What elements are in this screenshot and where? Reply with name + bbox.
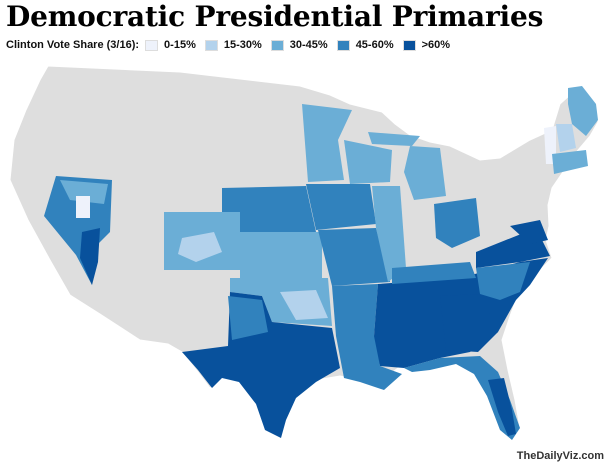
region-michigan [404,146,446,200]
region-oklahoma-light [280,290,328,320]
region-ohio [434,198,480,248]
legend-item-0-15: 0-15% [145,39,196,51]
region-nebraska [222,186,316,232]
region-texas-mid [228,296,268,340]
legend-swatch-45-60 [336,39,350,51]
region-nevada-north [60,180,108,204]
legend-item-45-60: 45-60% [336,39,394,51]
legend-label-0-15: 0-15% [164,39,196,51]
region-illinois [372,186,406,282]
credit-text: TheDailyViz.com [516,450,604,462]
region-nevada-south [80,228,100,285]
us-county-map [9,65,599,441]
region-florida [404,356,520,440]
region-wisconsin [344,140,392,184]
region-carolinas [476,262,530,300]
legend-label-over-60: >60% [421,39,451,51]
region-missouri [318,228,390,286]
region-tennessee [392,262,476,284]
legend-swatch-15-30 [204,39,218,51]
legend-item-over-60: >60% [402,39,451,51]
region-maine [568,86,598,136]
legend-swatch-30-45 [270,39,284,51]
region-florida-south [488,378,516,436]
legend: Clinton Vote Share (3/16): 0-15% 15-30% … [6,38,459,52]
region-arkansas [332,284,378,336]
legend-item-15-30: 15-30% [204,39,262,51]
legend-swatch-0-15 [145,39,159,51]
region-minnesota [302,104,352,182]
legend-label-30-45: 30-45% [289,39,328,51]
region-mid-atlantic [510,220,548,244]
legend-item-30-45: 30-45% [270,39,328,51]
region-kansas [240,232,322,278]
legend-label-45-60: 45-60% [355,39,394,51]
region-massachusetts [552,150,588,174]
region-new-hampshire [556,124,576,152]
legend-title: Clinton Vote Share (3/16): [6,39,140,51]
region-iowa [306,184,376,230]
region-texas [182,292,340,438]
legend-label-15-30: 15-30% [223,39,262,51]
map-title: Democratic Presidential Primaries [6,0,544,33]
region-colorado-light [178,232,222,262]
region-michigan-up [368,132,420,146]
region-louisiana [336,336,402,390]
legend-swatch-over-60 [402,39,416,51]
region-georgia [440,294,498,352]
region-nevada [44,176,112,285]
region-nevada-elko [76,196,90,218]
